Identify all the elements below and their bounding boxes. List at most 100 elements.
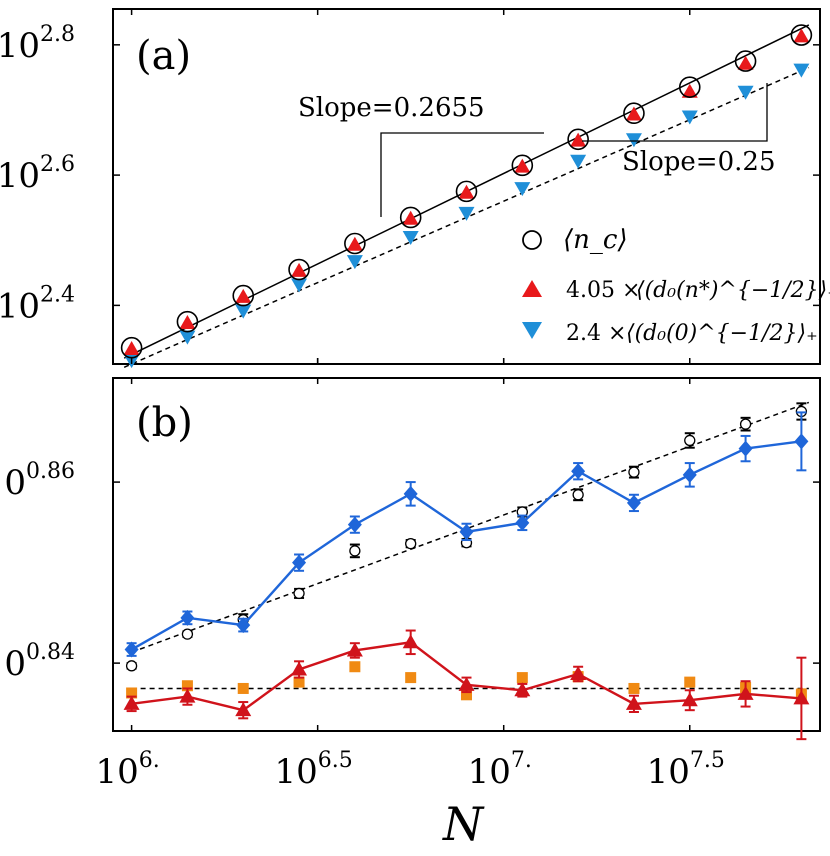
panel-a-point-triangle-down xyxy=(458,206,475,221)
panel-a-y-tick-label: 102.6 xyxy=(0,152,75,196)
panel-a-point-triangle-up xyxy=(737,55,754,70)
panel-a-point-open-circle xyxy=(734,50,757,72)
panel-a-point-open-circle xyxy=(344,232,366,255)
panel-b-point-triangle-up xyxy=(123,695,140,710)
panel-b-point-triangle-up xyxy=(570,665,587,680)
panel-b-point-open-circle xyxy=(739,418,752,430)
panel-a-point-open-circle xyxy=(455,180,478,203)
panel-b-point-triangle-up xyxy=(291,661,308,676)
panel-a-point-triangle-down xyxy=(346,255,363,270)
panel-a-point-triangle-up xyxy=(570,132,587,147)
panel-a-y-tick-label: 102.4 xyxy=(0,282,75,326)
panel-a-point-triangle-down xyxy=(793,63,810,78)
panel-a-point-open-circle xyxy=(232,284,255,307)
panel-b-point-diamond xyxy=(403,485,418,502)
panel-b-point-diamond xyxy=(459,523,474,540)
panel-a-plot: 102.4 102.6 102.8 xyxy=(0,9,820,369)
slope-annotation-solid: Slope=0.2655 xyxy=(298,93,485,123)
panel-b-fit-line-sloped xyxy=(131,401,810,653)
panel-b-point-square xyxy=(628,682,640,694)
panel-b-point-triangle-up xyxy=(625,695,642,710)
legend: ⟨n_c⟩ 4.05 × ⟨(d₀(n*)^{−1/2}⟩₊ 2.4 × ⟨(d… xyxy=(522,225,830,346)
panel-b-point-open-circle xyxy=(628,466,640,478)
panel-a-point-open-circle xyxy=(678,76,701,98)
panel-b-point-triangle-up xyxy=(737,685,754,700)
panel-a-label: (a) xyxy=(136,33,191,79)
slope-annotation-dashed: Slope=0.25 xyxy=(622,147,776,177)
panel-b-point-triangle-up xyxy=(179,688,196,703)
panel-a-point-triangle-down xyxy=(514,182,531,197)
legend-marker-red-triangle xyxy=(522,280,542,297)
panel-b-point-diamond xyxy=(682,466,697,483)
panel-b-point-triangle-up xyxy=(681,692,698,707)
panel-b-point-square xyxy=(181,680,193,692)
panel-b-point-triangle-up xyxy=(346,642,363,657)
panel-a-point-triangle-down xyxy=(737,85,754,100)
panel-b-point-triangle-up xyxy=(514,682,531,697)
panel-a-frame xyxy=(112,8,821,365)
panel-b-point-triangle-up xyxy=(793,690,810,705)
panel-a-point-open-circle xyxy=(790,24,813,46)
panel-b-point-square xyxy=(461,689,472,701)
panel-a-point-triangle-up xyxy=(681,83,698,98)
panel-a-point-triangle-down xyxy=(402,230,419,245)
legend-marker-nc xyxy=(522,230,542,250)
panel-b-y-tick-label: 100.84 xyxy=(0,640,75,684)
panel-b-point-diamond xyxy=(347,516,362,533)
panel-b-point-square xyxy=(126,687,138,699)
panel-a-point-triangle-down xyxy=(291,278,308,293)
panel-a-point-triangle-down xyxy=(235,304,252,319)
panel-a-point-triangle-down xyxy=(681,110,698,125)
x-axis-label: N xyxy=(442,797,485,851)
panel-a-point-triangle-up xyxy=(346,236,363,251)
panel-a-point-triangle-up xyxy=(458,184,475,199)
panel-a-point-triangle-up xyxy=(625,106,642,121)
panel-b-label: (b) xyxy=(136,400,193,446)
slope-bracket-dashed xyxy=(582,83,768,142)
panel-b-point-diamond xyxy=(236,617,251,634)
panel-a-point-open-circle xyxy=(176,310,199,333)
panel-a-point-triangle-up xyxy=(402,210,419,225)
panel-a-point-triangle-up xyxy=(235,288,252,303)
panel-b-point-square xyxy=(405,672,417,684)
legend-label-blue-prefix: 2.4 × xyxy=(566,321,626,346)
panel-b-frame xyxy=(112,377,821,732)
panel-b-point-open-circle xyxy=(684,434,696,447)
panel-b-point-open-circle xyxy=(181,628,194,640)
panel-b-point-open-circle xyxy=(349,545,361,557)
panel-b-point-open-circle xyxy=(572,489,584,501)
panel-a-point-open-circle xyxy=(120,336,143,359)
legend-label-nc: ⟨n_c⟩ xyxy=(563,225,628,255)
panel-b-point-diamond xyxy=(738,440,753,457)
panel-b-point-square xyxy=(516,672,528,684)
legend-label-red-body: ⟨(d₀(n*)^{−1/2}⟩₊ xyxy=(636,278,830,303)
legend-label-blue-body: ⟨(d₀(0)^{−1/2}⟩₊ xyxy=(626,321,818,346)
panel-a-point-open-circle xyxy=(511,154,534,177)
panel-a-point-triangle-up xyxy=(123,341,140,356)
panel-b-x-tick-label: 107. xyxy=(468,748,532,792)
panel-b-point-square xyxy=(293,676,305,688)
panel-a-point-open-circle xyxy=(567,128,589,151)
panel-b-point-diamond xyxy=(571,463,586,480)
panel-b-point-diamond xyxy=(515,514,530,531)
panel-b-point-square xyxy=(349,661,361,673)
panel-a-point-triangle-down xyxy=(625,133,642,148)
panel-a-point-open-circle xyxy=(399,206,422,229)
slope-bracket-solid xyxy=(380,132,544,217)
panel-b-point-open-circle xyxy=(125,660,138,672)
legend-label-red-prefix: 4.05 × xyxy=(566,278,640,303)
panel-a-point-triangle-up xyxy=(179,314,196,329)
panel-b-point-square xyxy=(684,676,696,688)
panel-b-point-triangle-up xyxy=(235,702,252,717)
panel-b-point-triangle-up xyxy=(458,676,475,691)
panel-b-point-open-circle xyxy=(405,537,417,550)
panel-b-x-tick-label: 106.5 xyxy=(275,748,353,792)
panel-a-point-triangle-up xyxy=(793,28,810,43)
panel-b-point-triangle-up xyxy=(402,634,419,649)
panel-a-point-open-circle xyxy=(288,258,310,281)
panel-b-point-square xyxy=(237,682,249,694)
panel-a-point-triangle-down xyxy=(179,330,196,345)
panel-b-point-diamond xyxy=(180,609,195,626)
panel-b-plot: 106. 106.5 107. 107.5 100.84 100.86 xyxy=(0,358,820,792)
